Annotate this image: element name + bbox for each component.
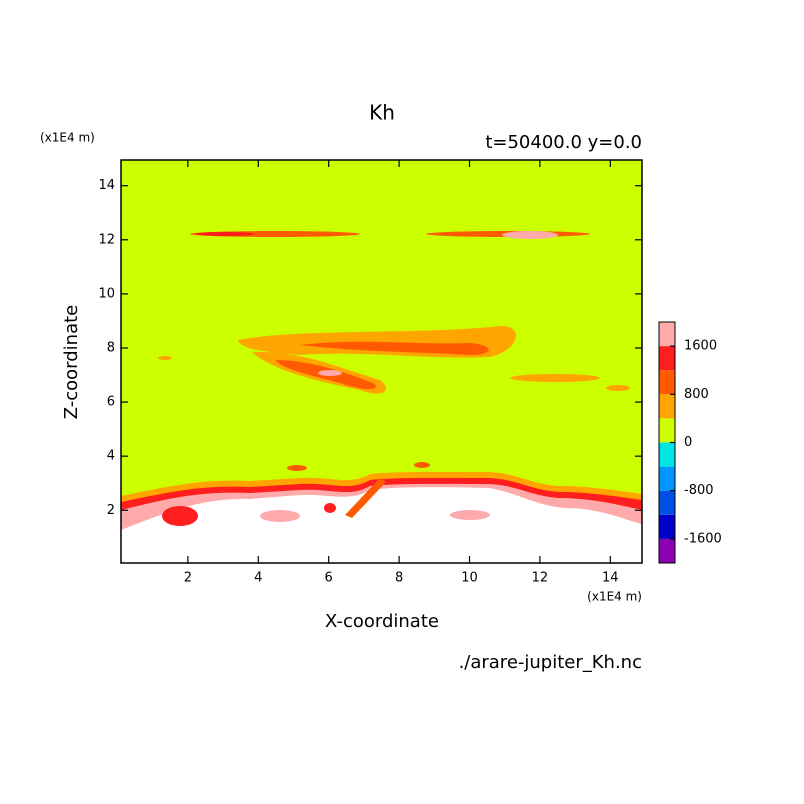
x-tick-label: 2 [184,571,192,586]
colorbar-tick-label: -1600 [684,531,722,546]
y-tick-label: 10 [98,286,115,301]
contour-region [318,370,342,376]
y-tick-label: 8 [107,340,115,355]
plot-frame [120,159,643,564]
contour-region [195,232,255,236]
x-axis-label: X-coordinate [325,611,439,632]
contour-region [510,374,600,382]
x-tick-label: 12 [532,571,549,586]
y-axis-label: Z-coordinate [61,305,82,420]
contour-field [121,160,642,563]
y-tick-label: 2 [107,503,115,518]
colorbar-bin [659,442,675,467]
colorbar-bin [659,394,675,419]
colorbar-bin [659,346,675,371]
colorbar-bin [659,538,675,563]
x-unit: (x1E4 m) [587,590,642,604]
colorbar-bin [659,370,675,395]
contour-region [414,462,430,468]
contour-region [450,510,490,520]
y-tick-label: 12 [98,232,115,247]
colorbar-bin [659,466,675,491]
contour-region [158,356,172,360]
chart-title: Kh [369,101,395,125]
chart-subtitle: t=50400.0 y=0.0 [485,132,642,153]
x-tick-label: 4 [254,571,262,586]
contour-region [502,231,558,239]
colorbar-tick-label: -800 [684,483,714,498]
contour-region [324,503,336,513]
contour-region [121,487,642,563]
contour-region [300,341,489,355]
x-tick-label: 6 [325,571,333,586]
colorbar-bin [659,490,675,515]
colorbar-tick-label: 1600 [684,339,717,354]
colorbar-bin [659,418,675,443]
contour-region [162,506,198,526]
colorbar-bin [659,322,675,347]
y-tick-label: 4 [107,449,115,464]
footer: ./arare-jupiter_Kh.nc [459,652,642,673]
x-tick-label: 10 [461,571,478,586]
y-tick-label: 6 [107,395,115,410]
colorbar-bin [659,514,675,539]
contour-region [345,478,386,518]
contour-region [606,385,630,391]
y-tick-label: 14 [98,178,115,193]
x-tick-label: 14 [602,571,619,586]
y-unit: (x1E4 m) [40,131,95,145]
contour-region [287,465,307,471]
colorbar-tick-label: 800 [684,387,709,402]
colorbar-tick-label: 0 [684,435,692,450]
contour-region [260,510,300,522]
x-tick-label: 8 [395,571,403,586]
